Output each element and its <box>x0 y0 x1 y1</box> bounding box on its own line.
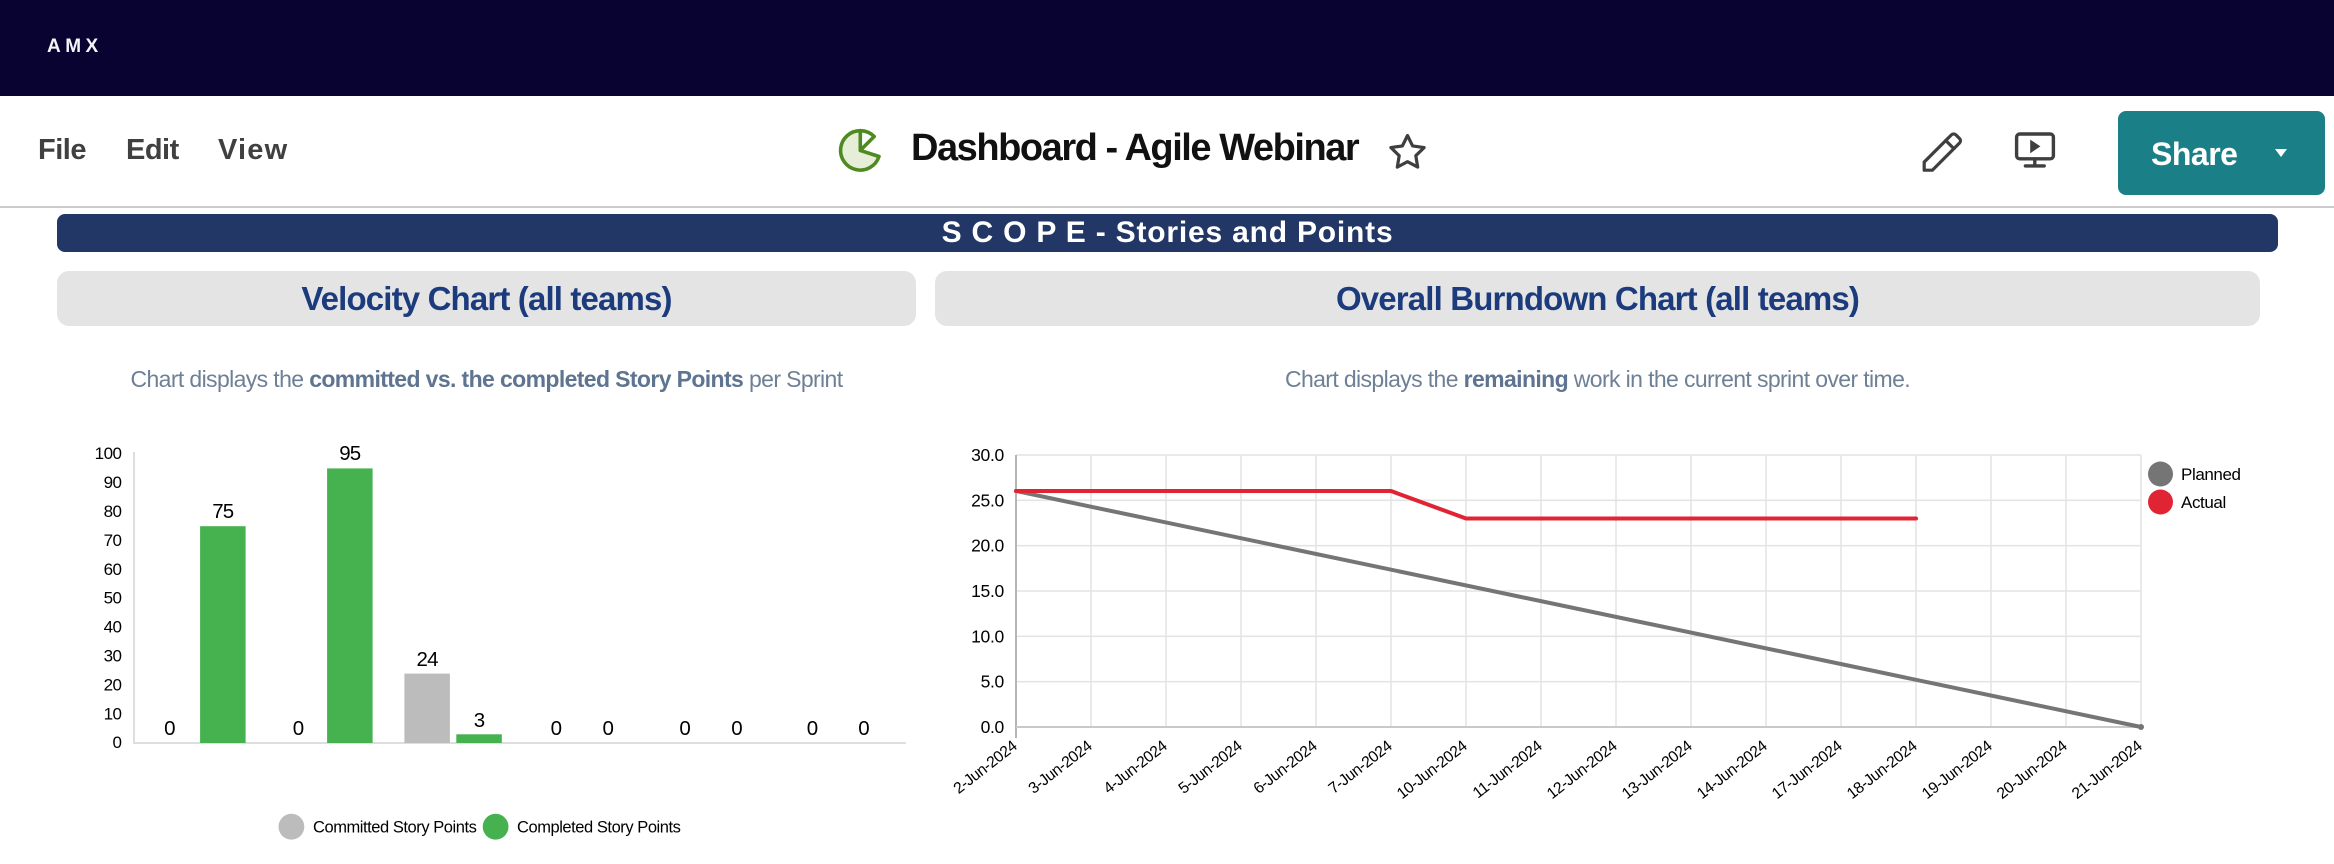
svg-text:3: 3 <box>474 709 485 732</box>
svg-text:14-Jun-2024: 14-Jun-2024 <box>1694 737 1771 802</box>
svg-text:30: 30 <box>104 647 122 666</box>
svg-text:5-Jun-2024: 5-Jun-2024 <box>1176 737 1246 797</box>
svg-text:2-Jun-2024: 2-Jun-2024 <box>951 737 1021 797</box>
svg-text:15.0: 15.0 <box>971 581 1004 601</box>
svg-text:12-Jun-2024: 12-Jun-2024 <box>1544 737 1621 802</box>
svg-text:5.0: 5.0 <box>981 672 1005 692</box>
svg-text:30.0: 30.0 <box>971 445 1004 465</box>
svg-text:6-Jun-2024: 6-Jun-2024 <box>1251 737 1321 797</box>
svg-text:60: 60 <box>104 560 122 579</box>
svg-text:10-Jun-2024: 10-Jun-2024 <box>1394 737 1471 802</box>
svg-text:40: 40 <box>104 618 122 637</box>
svg-text:50: 50 <box>104 589 122 608</box>
svg-text:20.0: 20.0 <box>971 536 1004 556</box>
svg-text:0: 0 <box>164 717 175 740</box>
svg-text:Actual: Actual <box>2181 493 2226 512</box>
svg-text:20-Jun-2024: 20-Jun-2024 <box>1994 737 2071 802</box>
svg-text:13-Jun-2024: 13-Jun-2024 <box>1619 737 1696 802</box>
svg-text:90: 90 <box>104 473 122 492</box>
svg-text:0.0: 0.0 <box>981 717 1005 737</box>
svg-text:21-Jun-2024: 21-Jun-2024 <box>2069 737 2146 802</box>
svg-text:19-Jun-2024: 19-Jun-2024 <box>1919 737 1996 802</box>
svg-text:0: 0 <box>731 717 742 740</box>
svg-text:11-Jun-2024: 11-Jun-2024 <box>1470 737 1546 802</box>
svg-text:24: 24 <box>416 648 438 671</box>
svg-text:0: 0 <box>858 717 869 740</box>
svg-text:10: 10 <box>104 704 122 723</box>
svg-text:0: 0 <box>113 733 122 752</box>
svg-text:Committed Story Points: Committed Story Points <box>313 819 477 837</box>
svg-text:25.0: 25.0 <box>971 490 1004 510</box>
svg-text:Completed Story Points: Completed Story Points <box>517 819 681 837</box>
svg-text:3-Jun-2024: 3-Jun-2024 <box>1026 737 1096 797</box>
svg-text:18-Jun-2024: 18-Jun-2024 <box>1844 737 1921 802</box>
svg-text:0: 0 <box>679 717 690 740</box>
svg-text:95: 95 <box>339 442 361 465</box>
svg-text:70: 70 <box>104 531 122 550</box>
svg-text:10.0: 10.0 <box>971 626 1004 646</box>
svg-text:7-Jun-2024: 7-Jun-2024 <box>1326 737 1396 797</box>
svg-text:0: 0 <box>807 717 818 740</box>
svg-text:17-Jun-2024: 17-Jun-2024 <box>1769 737 1846 802</box>
svg-text:20: 20 <box>104 675 122 694</box>
svg-text:80: 80 <box>104 502 122 521</box>
svg-text:4-Jun-2024: 4-Jun-2024 <box>1101 737 1171 797</box>
svg-text:100: 100 <box>95 444 122 463</box>
svg-text:Planned: Planned <box>2181 465 2241 484</box>
svg-text:0: 0 <box>551 717 562 740</box>
svg-text:0: 0 <box>602 717 613 740</box>
svg-text:75: 75 <box>212 500 234 523</box>
svg-text:0: 0 <box>293 717 304 740</box>
